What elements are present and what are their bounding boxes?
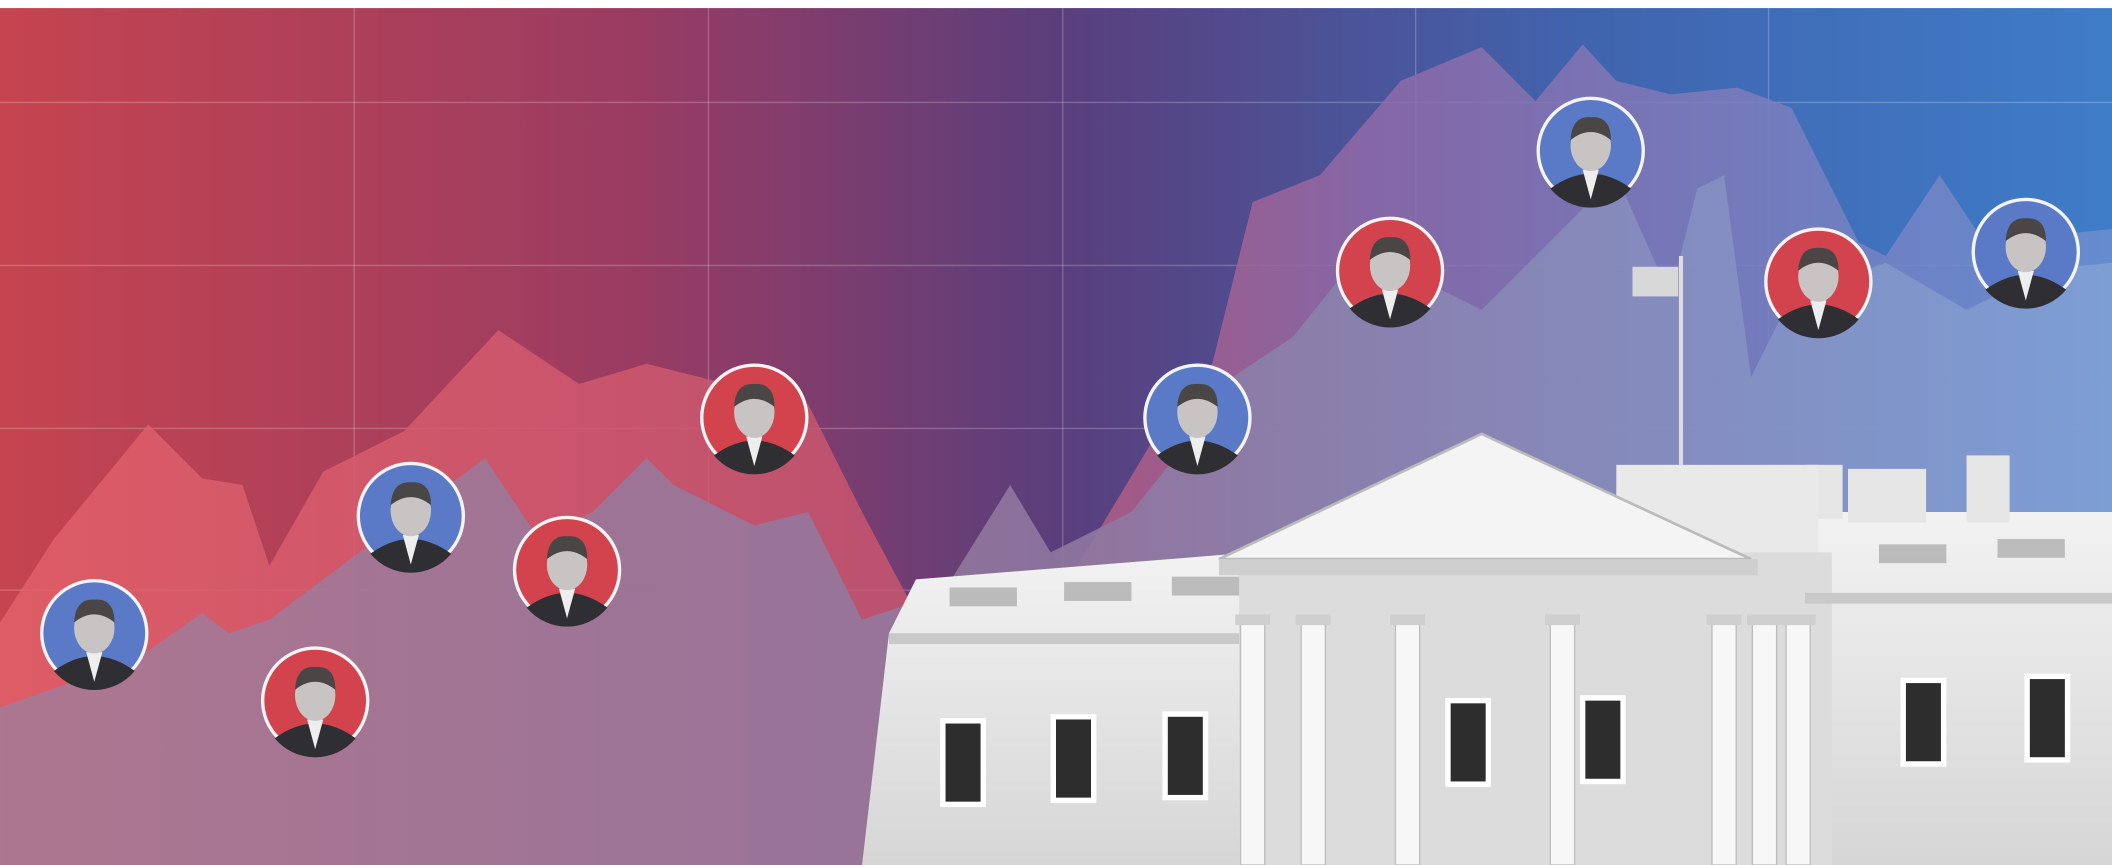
capital [1746, 614, 1782, 626]
portrait-shirt [1810, 300, 1827, 331]
cornice [1804, 592, 2112, 604]
column [1394, 621, 1421, 865]
portraits [40, 96, 2081, 758]
portrait-shirt [1381, 289, 1399, 320]
portrait-shirt [307, 719, 324, 750]
pediment [1218, 432, 1752, 561]
portrait-hair [390, 482, 432, 506]
portrait [1335, 216, 1445, 328]
portrait [512, 515, 622, 627]
capital [1235, 614, 1271, 626]
portrait-hair [74, 599, 115, 623]
portrait-hair [1177, 383, 1218, 407]
white-house [862, 255, 2112, 865]
capital [1295, 614, 1331, 626]
portrait [40, 579, 149, 690]
window [1900, 677, 1947, 767]
balustrade [1171, 576, 1240, 596]
window [1050, 714, 1097, 804]
portrait [1764, 227, 1873, 339]
portrait-hair [294, 666, 336, 690]
chimney [1966, 455, 2010, 523]
capital [1706, 614, 1742, 626]
portrait-shirt [1189, 436, 1206, 467]
portrait [1971, 197, 2081, 309]
portrait-shirt [1582, 169, 1599, 200]
entablature [1218, 559, 1758, 576]
column [1239, 621, 1266, 865]
chimney [1848, 468, 1927, 523]
east-wing [862, 552, 1253, 865]
balustrade [1997, 538, 2065, 558]
window [1579, 695, 1626, 785]
capital [1780, 614, 1816, 626]
portrait-shirt [86, 652, 103, 682]
portrait-shirt [2017, 270, 2034, 301]
capital [1390, 614, 1426, 626]
portrait [260, 646, 370, 758]
column [1549, 621, 1576, 865]
portrait-shirt [558, 588, 576, 619]
portrait [1536, 96, 1645, 208]
portrait-hair [734, 383, 775, 407]
column [1751, 621, 1778, 865]
portrait-hair [546, 536, 588, 560]
balustrade [949, 587, 1017, 607]
column [1711, 621, 1737, 865]
balustrade [1878, 544, 1947, 564]
portrait-hair [2005, 218, 2046, 242]
portrait [1143, 363, 1252, 475]
column [1785, 621, 1811, 865]
cornice [888, 633, 1240, 645]
window [940, 718, 986, 808]
window [2024, 673, 2071, 763]
portrait-shirt [746, 436, 763, 467]
flag [1632, 266, 1679, 297]
portico [1239, 552, 1832, 865]
window [1162, 711, 1209, 801]
balustrade [1064, 582, 1132, 601]
column [1300, 621, 1327, 865]
window [1445, 697, 1492, 787]
capital [1544, 614, 1580, 626]
portrait [700, 363, 809, 475]
portrait-hair [1798, 247, 1839, 271]
portrait-hair [1570, 117, 1611, 141]
portrait-shirt [402, 534, 419, 565]
portrait [356, 461, 466, 573]
portrait-hair [1369, 237, 1411, 261]
